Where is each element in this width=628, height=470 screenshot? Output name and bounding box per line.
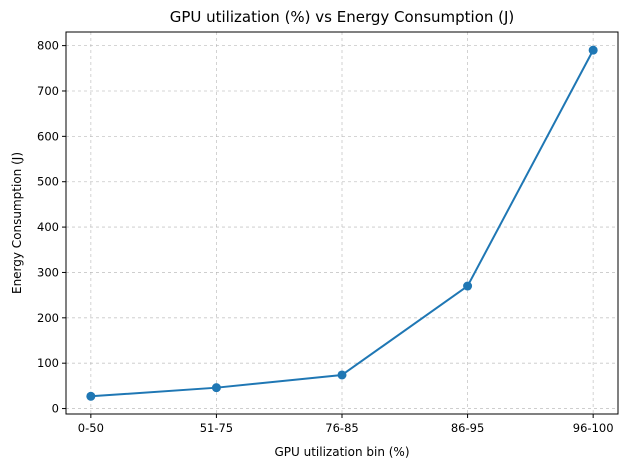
y-tick-label: 800 [37, 39, 59, 53]
y-tick-label: 200 [37, 311, 59, 325]
y-tick-label: 300 [37, 265, 59, 279]
chart-title: GPU utilization (%) vs Energy Consumptio… [170, 8, 515, 26]
x-tick-label: 86-95 [451, 421, 484, 435]
y-axis-label: Energy Consumption (J) [10, 152, 24, 294]
data-point [211, 383, 221, 393]
data-point [588, 45, 598, 55]
data-point [86, 391, 96, 401]
x-axis: 0-50 51-75 76-85 86-95 96-100 [78, 414, 614, 435]
x-tick-label: 51-75 [200, 421, 233, 435]
y-tick-label: 100 [37, 356, 59, 370]
data-point [337, 370, 347, 380]
y-tick-label: 400 [37, 220, 59, 234]
grid [66, 32, 618, 414]
y-tick-label: 700 [37, 84, 59, 98]
y-tick-label: 600 [37, 129, 59, 143]
y-axis: 0 100 200 300 400 500 600 700 800 [37, 39, 66, 416]
x-tick-label: 76-85 [325, 421, 358, 435]
data-point [463, 281, 473, 291]
x-tick-label: 0-50 [78, 421, 104, 435]
y-tick-label: 0 [52, 402, 59, 416]
x-tick-label: 96-100 [573, 421, 614, 435]
y-tick-label: 500 [37, 175, 59, 189]
x-axis-label: GPU utilization bin (%) [274, 445, 409, 459]
series-layer [86, 45, 598, 401]
